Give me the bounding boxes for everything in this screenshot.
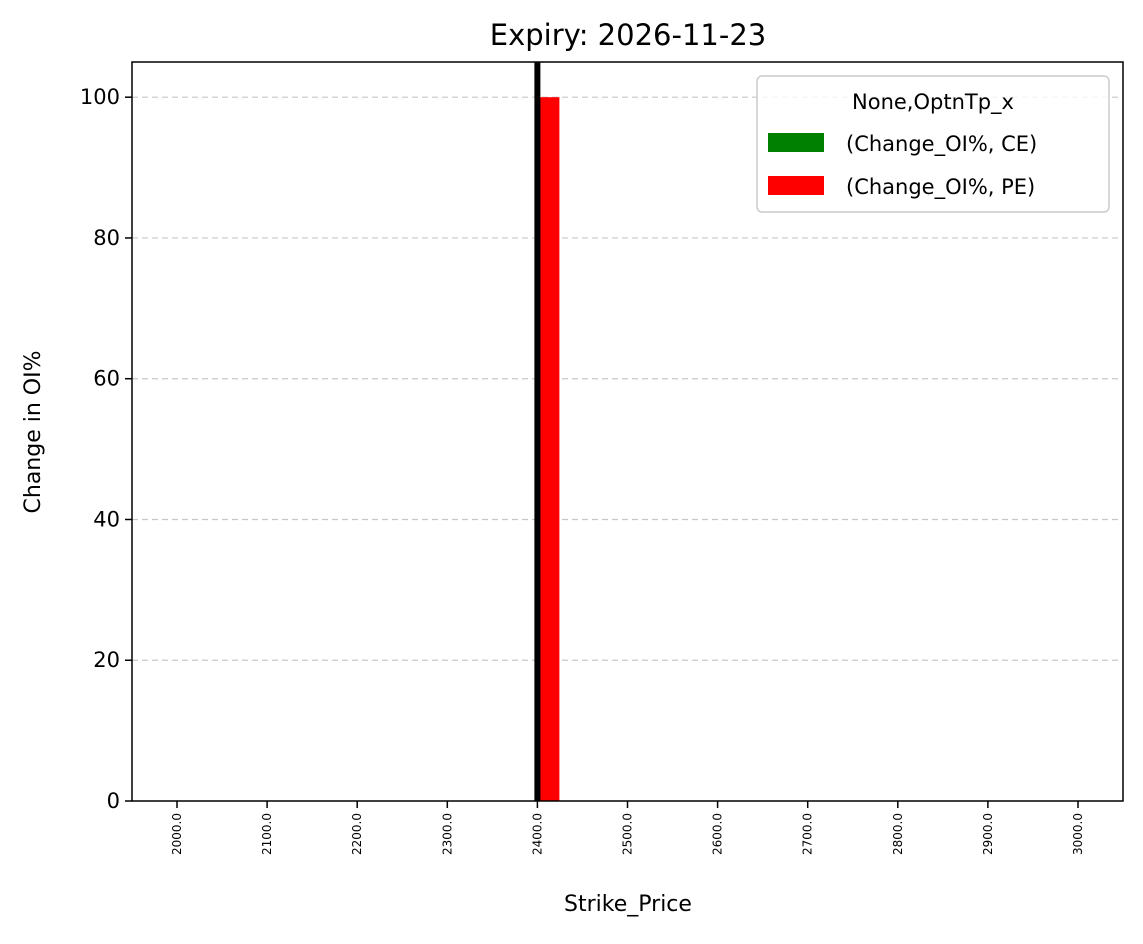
x-tick-label: 2900.0	[981, 813, 995, 855]
x-tick-label: 2300.0	[440, 813, 454, 855]
chart-title: Expiry: 2026-11-23	[490, 18, 766, 52]
legend-swatch-pe	[768, 176, 824, 195]
y-tick-label: 20	[93, 648, 120, 672]
y-tick-label: 80	[93, 226, 120, 250]
y-tick-label: 60	[93, 367, 120, 391]
legend-swatch-ce	[768, 133, 824, 152]
x-tick-label: 2400.0	[530, 813, 544, 855]
x-tick-label: 2800.0	[891, 813, 905, 855]
y-tick-label: 0	[107, 789, 120, 813]
legend-box	[756, 75, 1110, 213]
bars	[537, 97, 560, 801]
x-tick-label: 2500.0	[621, 813, 635, 855]
x-tick-label: 3000.0	[1071, 813, 1085, 855]
legend-label-pe: (Change_OI%, PE)	[846, 175, 1035, 200]
y-tick-label: 40	[93, 507, 120, 531]
y-axis-ticks: 0 20 40 60 80 100	[80, 85, 132, 813]
y-tick-label: 100	[80, 85, 120, 109]
legend-title: None,OptnTp_x	[852, 90, 1014, 115]
x-tick-label: 2100.0	[260, 813, 274, 855]
x-tick-label: 2200.0	[350, 813, 364, 855]
x-axis-ticks: 2000.0 2100.0 2200.0 2300.0 2400.0 2500.0 2600…	[170, 801, 1085, 855]
y-axis-label: Change in OI%	[21, 351, 46, 514]
legend: None,OptnTp_x (Change_OI%, CE) (Change_O…	[756, 75, 1110, 213]
grid-lines	[132, 96, 1123, 661]
x-tick-label: 2700.0	[801, 813, 815, 855]
x-tick-label: 2600.0	[711, 813, 725, 855]
bar-pe-2400.0	[537, 97, 560, 801]
x-tick-label: 2000.0	[170, 813, 184, 855]
legend-label-ce: (Change_OI%, CE)	[846, 132, 1037, 157]
x-axis-label: Strike_Price	[564, 892, 692, 917]
